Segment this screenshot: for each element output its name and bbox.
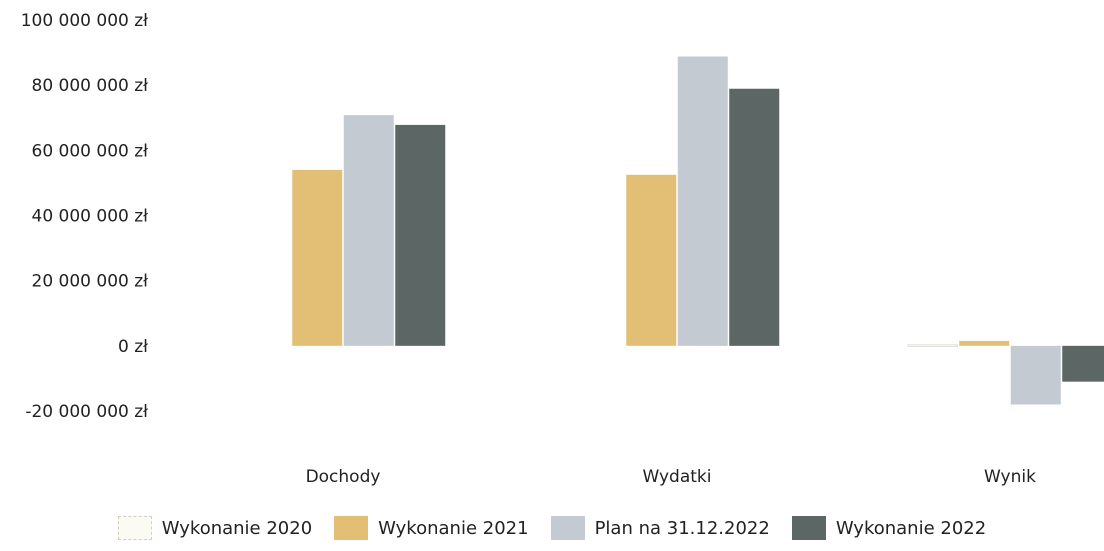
legend-swatch [550, 516, 585, 540]
legend: Wykonanie 2020 Wykonanie 2021 Plan na 31.1… [0, 516, 1104, 540]
legend-label: Plan na 31.12.2022 [594, 517, 770, 539]
bar-dochody-3 [395, 124, 446, 346]
category-label: Wydatki [642, 467, 711, 487]
y-tick-label: 60 000 000 zł [32, 141, 149, 161]
bar-chart: 100 000 000 zł 80 000 000 zł 60 000 000 zł… [21, 11, 1104, 487]
bar-dochody-1 [292, 169, 343, 346]
legend-item: Wykonanie 2020 [117, 516, 313, 540]
y-tick-label: 20 000 000 zł [32, 272, 149, 292]
legend-item: Wykonanie 2021 [334, 516, 529, 540]
y-tick-label: -20 000 000 zł [25, 402, 148, 422]
legend-item: Plan na 31.12.2022 [550, 516, 770, 540]
legend-swatch [791, 516, 826, 540]
y-tick-label: 0 zł [118, 337, 148, 357]
bar-dochody-2 [343, 115, 394, 346]
bar-wynik-0 [907, 344, 959, 347]
legend-item: Wykonanie 2022 [791, 516, 987, 540]
bar-wydatki-3 [729, 88, 780, 346]
bar-wynik-2 [1010, 345, 1061, 405]
bar-wynik-1 [959, 340, 1010, 346]
legend-label: Wykonanie 2022 [835, 517, 987, 539]
legend-label: Wykonanie 2020 [161, 517, 313, 539]
y-tick-label: 40 000 000 zł [32, 207, 149, 227]
bar-wydatki-2 [677, 56, 728, 346]
legend-swatch [117, 516, 152, 540]
y-tick-label: 100 000 000 zł [21, 11, 148, 31]
category-label: Dochody [306, 467, 381, 487]
legend-swatch [334, 516, 369, 540]
y-tick-label: 80 000 000 zł [32, 76, 149, 96]
legend-label: Wykonanie 2021 [378, 517, 529, 539]
category-label: Wynik [984, 467, 1036, 487]
bar-wydatki-1 [626, 174, 677, 346]
bar-wynik-3 [1062, 345, 1104, 382]
